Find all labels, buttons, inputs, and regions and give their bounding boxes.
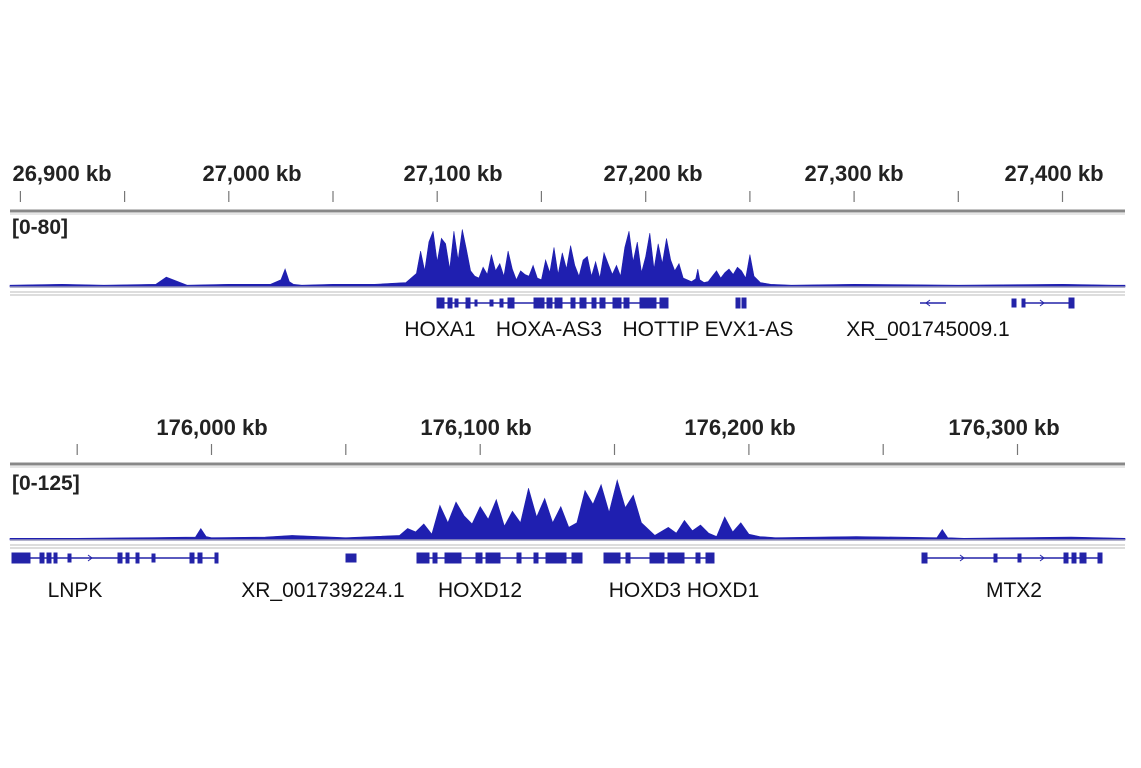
panel-2-signal-track [9,478,1126,541]
gene-exon [11,552,31,564]
gene-exon [454,298,459,308]
gene-label: EVX1-AS [705,318,794,341]
gene-exon [516,552,522,564]
gene-label: HOXD3 HOXD1 [609,579,760,602]
gene-exon [53,552,58,564]
gene-exon [151,553,156,563]
gene-exon [1017,553,1022,563]
gene-exon [436,297,445,309]
gene-exon [705,552,715,564]
gene-strand-arrow [1039,299,1045,307]
panel-1-range-label: [0-80] [12,216,68,239]
gene-exon [125,552,130,564]
gene-exon [612,297,622,309]
gene-exon [667,552,685,564]
panel-1: 26,900 kb 27,000 kb 27,100 kb 27,200 kb … [9,161,1126,341]
gene-exon [625,552,631,564]
gene-exon [117,552,123,564]
gene-label: MTX2 [986,579,1042,602]
gene-exon [197,552,203,564]
panel-2-gene-track [11,552,1103,564]
tick-label: 176,300 kb [948,415,1059,440]
gene-strand-arrow [87,554,93,562]
gene-exon [1079,552,1087,564]
gene-strand-arrow [925,299,931,307]
gene-exon [571,552,583,564]
gene-exon [1071,552,1077,564]
gene-exon [345,553,357,563]
panel-1-ticks [19,191,1064,202]
gene-exon [554,297,563,309]
gene-exon [1011,298,1017,308]
panel-2: 176,000 kb 176,100 kb 176,200 kb 176,300… [9,415,1126,602]
gene-exon [1063,552,1069,564]
gene-exon [416,552,430,564]
gene-exon [489,299,494,307]
tick-label: 26,900 kb [12,161,111,186]
gene-label: HOXD12 [438,579,522,602]
gene-exon [735,297,741,309]
gene-strand-arrow [959,554,965,562]
gene-exon [189,552,195,564]
gene-exon [214,552,219,564]
gene-exon [475,552,483,564]
gene-exon [39,552,45,564]
panel-2-ticks [76,444,1019,455]
gene-exon [507,297,515,309]
gene-exon [499,298,504,308]
gene-exon [135,552,140,564]
tick-label: 27,300 kb [804,161,903,186]
tick-label: 176,200 kb [684,415,795,440]
gene-exon [447,297,453,309]
panel-2-range-label: [0-125] [12,472,80,495]
gene-exon [444,552,462,564]
panel-1-ruler: 26,900 kb 27,000 kb 27,100 kb 27,200 kb … [12,161,1103,186]
gene-exon [603,552,621,564]
gene-exon [485,552,501,564]
tick-label: 27,000 kb [202,161,301,186]
gene-exon [649,552,665,564]
gene-exon [1068,297,1075,309]
gene-label: XR_001745009.1 [846,318,1009,341]
gene-exon [67,553,72,563]
gene-exon [1097,552,1103,564]
gene-strand-arrow [1039,554,1045,562]
gene-exon [639,297,657,309]
gene-label: LNPK [48,579,103,602]
gene-exon [921,552,928,564]
gene-label: HOTTIP [623,318,700,341]
panel-1-gene-labels: HOXA1 HOXA-AS3 HOTTIP EVX1-AS XR_0017450… [404,318,1009,341]
panel-1-gene-track [436,297,1075,309]
gene-exon [570,297,576,309]
gene-exon [545,552,567,564]
gene-exon [465,297,471,309]
gene-exon [599,297,606,309]
gene-exon [623,297,630,309]
gene-label: XR_001739224.1 [241,579,404,602]
gene-exon [591,297,597,309]
gene-exon [46,552,52,564]
gene-exon [993,553,998,563]
gene-exon [695,552,701,564]
tick-label: 176,100 kb [420,415,531,440]
gene-exon [533,552,539,564]
tick-label: 176,000 kb [156,415,267,440]
gene-exon [474,299,478,307]
gene-exon [533,297,545,309]
gene-exon [432,552,438,564]
gene-label: HOXA-AS3 [496,318,602,341]
gene-exon [741,297,747,309]
tick-label: 27,100 kb [403,161,502,186]
panel-2-ruler: 176,000 kb 176,100 kb 176,200 kb 176,300… [156,415,1059,440]
gene-exon [659,297,669,309]
gene-exon [1021,298,1026,308]
gene-label: HOXA1 [404,318,475,341]
panel-2-gene-labels: LNPK XR_001739224.1 HOXD12 HOXD3 HOXD1 M… [48,579,1042,602]
gene-exon [579,297,587,309]
tick-label: 27,400 kb [1004,161,1103,186]
gene-exon [546,297,553,309]
panel-1-signal-track [9,229,1126,288]
tick-label: 27,200 kb [603,161,702,186]
